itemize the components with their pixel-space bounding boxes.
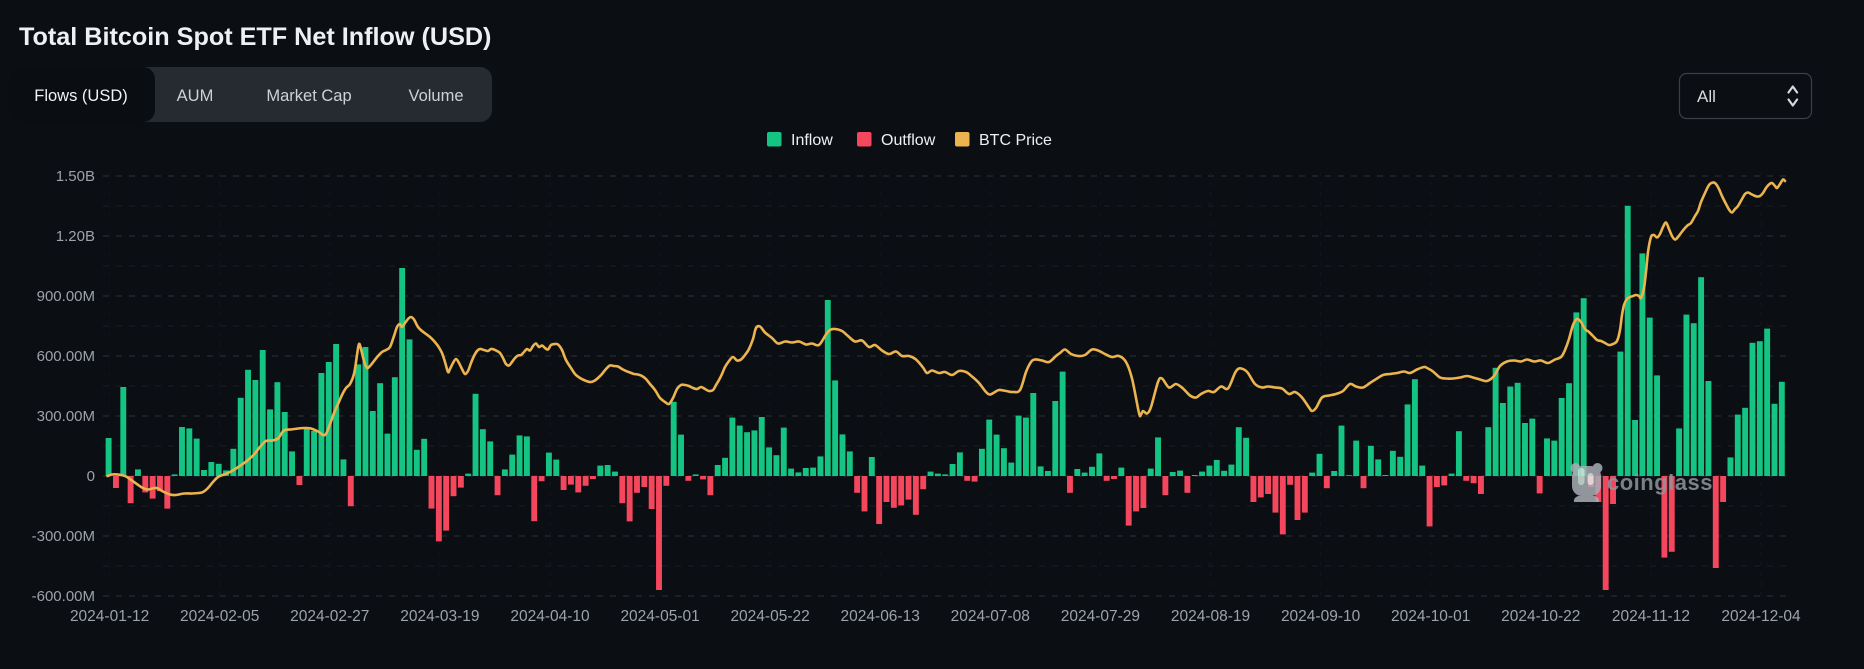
svg-text:2024-10-22: 2024-10-22 [1501,608,1580,625]
svg-text:2024-05-01: 2024-05-01 [620,608,699,625]
svg-text:Total Bitcoin Spot ETF Net Inf: Total Bitcoin Spot ETF Net Inflow (USD) [19,23,491,51]
svg-text:2024-11-12: 2024-11-12 [1612,608,1690,625]
svg-text:900.00M: 900.00M [37,288,95,305]
svg-text:2024-12-04: 2024-12-04 [1721,608,1801,625]
svg-text:Flows (USD): Flows (USD) [34,87,128,105]
svg-text:-600.00M: -600.00M [32,588,95,605]
svg-text:BTC Price: BTC Price [979,132,1052,149]
svg-text:300.00M: 300.00M [37,408,95,425]
svg-text:600.00M: 600.00M [37,348,95,365]
svg-text:2024-09-10: 2024-09-10 [1281,608,1361,625]
svg-text:2024-06-13: 2024-06-13 [841,608,920,625]
svg-text:2024-05-22: 2024-05-22 [730,608,809,625]
svg-text:2024-07-08: 2024-07-08 [951,608,1030,625]
svg-text:2024-10-01: 2024-10-01 [1391,608,1470,625]
svg-text:Market Cap: Market Cap [266,87,351,105]
svg-text:2024-02-05: 2024-02-05 [180,608,259,625]
svg-text:1.20B: 1.20B [56,228,95,245]
svg-text:2024-08-19: 2024-08-19 [1171,608,1250,625]
svg-text:2024-02-27: 2024-02-27 [290,608,369,625]
svg-text:-300.00M: -300.00M [32,528,95,545]
svg-text:2024-03-19: 2024-03-19 [400,608,479,625]
svg-text:All: All [1697,87,1716,106]
svg-text:2024-07-29: 2024-07-29 [1061,608,1140,625]
svg-text:0: 0 [87,468,95,485]
svg-text:Inflow: Inflow [791,132,833,149]
svg-text:Outflow: Outflow [881,132,936,149]
svg-text:AUM: AUM [177,87,214,105]
svg-text:2024-01-12: 2024-01-12 [70,608,149,625]
svg-text:coinglass: coinglass [1607,470,1713,495]
svg-text:Volume: Volume [408,87,463,105]
svg-text:1.50B: 1.50B [56,168,95,185]
svg-text:2024-04-10: 2024-04-10 [510,608,590,625]
